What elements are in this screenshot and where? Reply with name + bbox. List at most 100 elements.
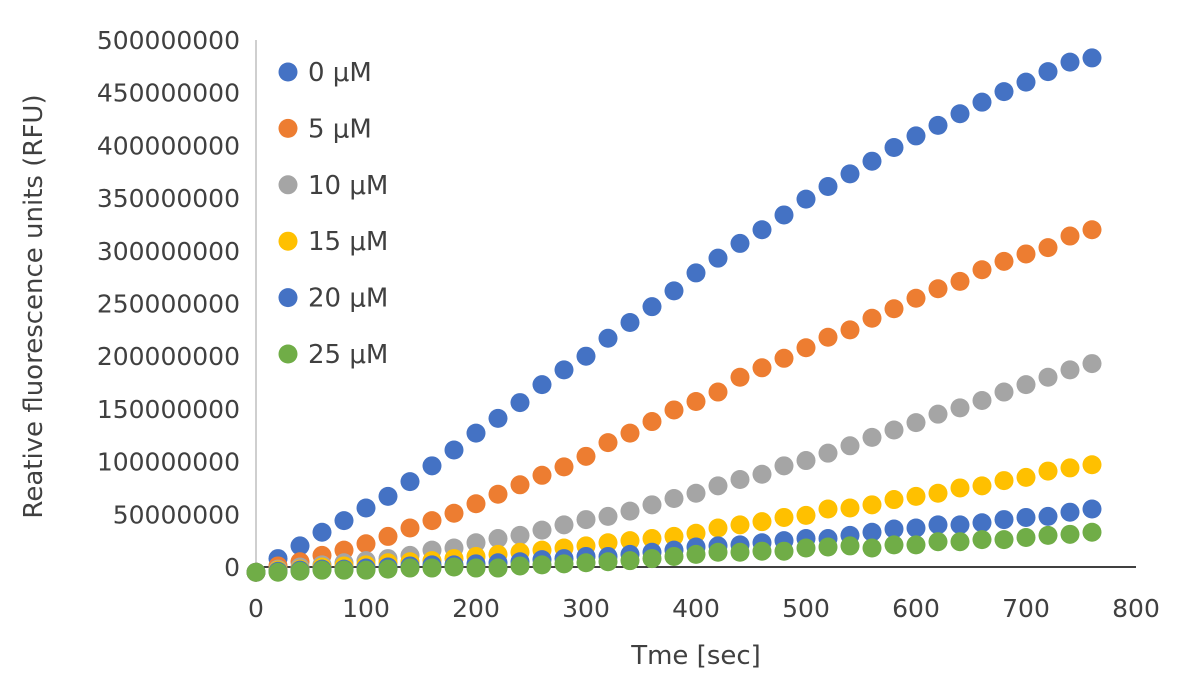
data-point-series-1 xyxy=(444,503,464,523)
data-point-series-2 xyxy=(488,529,508,549)
data-point-series-1 xyxy=(664,400,684,420)
data-point-series-5 xyxy=(708,542,728,562)
data-point-series-2 xyxy=(994,382,1014,402)
data-point-series-1 xyxy=(928,279,948,299)
data-point-series-4 xyxy=(950,515,970,535)
data-point-series-1 xyxy=(466,494,486,514)
data-point-series-1 xyxy=(642,412,662,432)
legend-marker xyxy=(278,231,298,251)
data-point-series-1 xyxy=(422,511,442,531)
data-point-series-1 xyxy=(774,348,794,368)
data-point-series-5 xyxy=(466,558,486,578)
data-point-series-5 xyxy=(686,544,706,564)
data-point-series-3 xyxy=(862,495,882,515)
x-axis-title: Tme [sec] xyxy=(630,641,761,671)
data-point-series-1 xyxy=(356,534,376,554)
data-point-series-3 xyxy=(1016,467,1036,487)
data-point-series-2 xyxy=(598,506,618,526)
data-point-series-2 xyxy=(972,390,992,410)
y-axis-title: Reative fluorescence units (RFU) xyxy=(19,94,49,518)
data-point-series-5 xyxy=(642,549,662,569)
data-point-series-1 xyxy=(884,299,904,319)
data-point-series-0 xyxy=(972,92,992,112)
data-point-series-0 xyxy=(598,328,618,348)
data-point-series-4 xyxy=(884,519,904,539)
data-point-series-5 xyxy=(510,556,530,576)
y-tick-label: 0 xyxy=(224,553,240,582)
data-point-series-0 xyxy=(466,423,486,443)
legend-marker xyxy=(278,344,298,364)
data-point-series-0 xyxy=(532,375,552,395)
y-tick-label: 350000000 xyxy=(97,184,240,213)
data-point-series-3 xyxy=(818,499,838,519)
x-tick-label: 400 xyxy=(672,594,720,623)
data-point-series-1 xyxy=(378,526,398,546)
y-tick-label: 500000000 xyxy=(97,26,240,55)
y-tick-label: 450000000 xyxy=(97,79,240,108)
data-point-series-2 xyxy=(840,436,860,456)
data-point-series-0 xyxy=(752,220,772,240)
legend-label: 0 μM xyxy=(308,58,372,88)
legend: 0 μM 5 μM 10 μM 15 μM 20 μM 25 μM xyxy=(278,58,388,370)
x-tick-label: 700 xyxy=(1002,594,1050,623)
data-point-series-1 xyxy=(708,382,728,402)
x-tick-label: 0 xyxy=(248,594,264,623)
y-tick-label: 250000000 xyxy=(97,290,240,319)
data-point-series-1 xyxy=(1060,226,1080,246)
x-tick-label: 600 xyxy=(892,594,940,623)
data-point-series-2 xyxy=(1082,354,1102,374)
data-point-series-0 xyxy=(422,456,442,476)
legend-label: 5 μM xyxy=(308,114,372,144)
data-point-series-1 xyxy=(840,320,860,340)
data-point-series-1 xyxy=(1016,244,1036,264)
data-point-series-0 xyxy=(796,189,816,209)
legend-label: 25 μM xyxy=(308,340,388,370)
data-point-series-2 xyxy=(950,398,970,418)
data-point-series-3 xyxy=(994,471,1014,491)
data-point-series-3 xyxy=(708,518,728,538)
data-point-series-4 xyxy=(1060,502,1080,522)
data-point-series-2 xyxy=(862,427,882,447)
data-point-series-0 xyxy=(510,393,530,413)
data-point-series-1 xyxy=(598,433,618,453)
data-point-series-3 xyxy=(620,531,640,551)
data-point-series-5 xyxy=(664,546,684,566)
data-point-series-5 xyxy=(1016,527,1036,547)
data-point-series-5 xyxy=(950,532,970,552)
data-point-series-1 xyxy=(1038,238,1058,258)
x-tick-label: 800 xyxy=(1112,594,1160,623)
x-axis-tick-labels: 0 100 200 300 400 500 600 700 800 xyxy=(248,594,1160,623)
data-point-series-5 xyxy=(862,538,882,558)
data-point-series-2 xyxy=(730,470,750,490)
data-point-series-5 xyxy=(884,535,904,555)
data-point-series-4 xyxy=(1016,507,1036,527)
data-point-series-2 xyxy=(466,533,486,553)
data-point-series-3 xyxy=(972,476,992,496)
legend-label: 10 μM xyxy=(308,171,388,201)
data-point-series-1 xyxy=(818,327,838,347)
data-point-series-2 xyxy=(642,495,662,515)
y-axis-tick-labels: 0 50000000 100000000 150000000 200000000 2500… xyxy=(97,26,240,582)
data-point-series-4 xyxy=(1082,499,1102,519)
data-point-series-3 xyxy=(1038,461,1058,481)
data-point-series-0 xyxy=(862,151,882,171)
y-tick-label: 300000000 xyxy=(97,237,240,266)
data-point-series-0 xyxy=(730,233,750,253)
data-point-series-3 xyxy=(686,523,706,543)
data-point-series-0 xyxy=(994,82,1014,102)
data-point-series-2 xyxy=(774,456,794,476)
data-point-series-3 xyxy=(774,507,794,527)
legend-marker xyxy=(278,288,298,308)
data-point-series-1 xyxy=(730,367,750,387)
data-point-series-2 xyxy=(532,520,552,540)
data-point-series-0 xyxy=(664,281,684,301)
data-point-series-1 xyxy=(1082,220,1102,240)
data-point-series-3 xyxy=(752,512,772,532)
data-point-series-0 xyxy=(620,312,640,332)
data-point-series-4 xyxy=(906,518,926,538)
data-point-series-2 xyxy=(1060,360,1080,380)
data-point-series-2 xyxy=(752,464,772,484)
data-points xyxy=(246,48,1102,582)
data-point-series-0 xyxy=(884,138,904,158)
